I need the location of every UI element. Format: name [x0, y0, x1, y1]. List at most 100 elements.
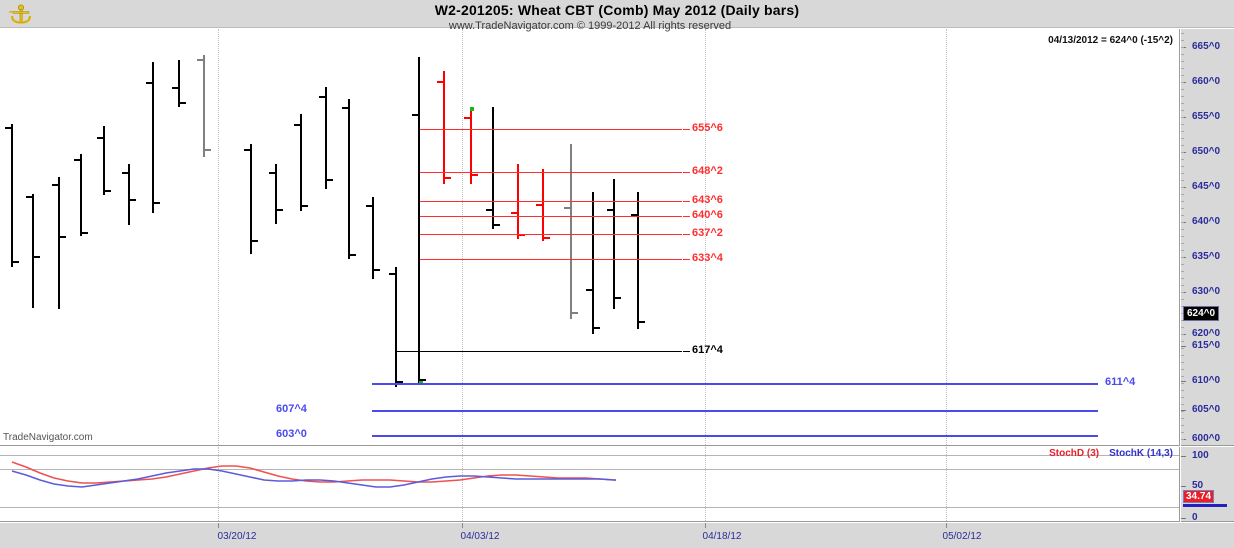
- date-axis-tick: [946, 523, 947, 528]
- price-level-line[interactable]: [420, 172, 682, 173]
- bar-highlight-marker: [470, 107, 474, 111]
- price-level-label: 648^2: [692, 165, 723, 177]
- price-axis-label: 655^0: [1192, 111, 1221, 122]
- price-axis-minor-tick: [1181, 271, 1184, 272]
- price-level-line[interactable]: [395, 351, 682, 352]
- price-axis-label: 665^0: [1192, 41, 1221, 52]
- bar-open-tick: [74, 159, 80, 161]
- bar-stem: [325, 87, 327, 189]
- bar-open-tick: [464, 117, 470, 119]
- price-axis-label: 645^0: [1192, 181, 1221, 192]
- price-axis-minor-tick: [1181, 208, 1184, 209]
- price-level-line[interactable]: [372, 410, 1098, 412]
- price-axis-minor-tick: [1181, 355, 1184, 356]
- price-axis-label: 650^0: [1192, 146, 1221, 157]
- bar-open-tick: [269, 172, 275, 174]
- price-axis-minor-tick: [1181, 334, 1184, 335]
- bar-open-tick: [342, 107, 348, 109]
- price-level-tick: [683, 351, 690, 352]
- price-level-label: 617^4: [692, 344, 723, 356]
- indicator-current-bar: [1183, 504, 1227, 507]
- bar-stem: [275, 164, 277, 224]
- price-axis-minor-tick: [1181, 376, 1184, 377]
- price-axis-minor-tick: [1181, 215, 1184, 216]
- price-level-line[interactable]: [372, 383, 1098, 385]
- bar-close-tick: [519, 234, 525, 236]
- price-chart-pane[interactable]: 04/13/2012 = 624^0 (-15^2) 655^6 648^2 643…: [0, 29, 1180, 446]
- price-axis-minor-tick: [1181, 397, 1184, 398]
- price-axis-minor-tick: [1181, 425, 1184, 426]
- price-axis-minor-tick: [1181, 313, 1184, 314]
- price-axis-minor-tick: [1181, 348, 1184, 349]
- indicator-axis-label: 50: [1192, 480, 1204, 491]
- bar-open-tick: [122, 172, 128, 174]
- bar-open-tick: [486, 209, 492, 211]
- price-level-line[interactable]: [420, 216, 682, 217]
- bar-close-tick: [34, 256, 40, 258]
- bar-open-tick: [412, 114, 418, 116]
- bar-close-tick: [327, 179, 333, 181]
- price-axis-minor-tick: [1181, 222, 1184, 223]
- bar-stem: [443, 71, 445, 184]
- bar-close-tick: [544, 237, 550, 239]
- bar-stem: [570, 144, 572, 319]
- price-level-line[interactable]: [372, 435, 1098, 437]
- bar-stem: [11, 124, 13, 267]
- price-axis-label: 620^0: [1192, 328, 1221, 339]
- indicator-axis-label: 100: [1192, 450, 1209, 461]
- bar-open-tick: [52, 184, 58, 186]
- price-axis-minor-tick: [1181, 54, 1184, 55]
- date-axis-tick: [462, 523, 463, 528]
- bar-stem: [128, 164, 130, 225]
- vertical-gridline: [946, 447, 947, 521]
- indicator-axis[interactable]: 100 50 0 34.74: [1181, 447, 1234, 522]
- price-axis-minor-tick: [1181, 201, 1184, 202]
- vertical-gridline: [705, 29, 706, 445]
- bar-stem: [103, 126, 105, 195]
- price-axis-label: 600^0: [1192, 433, 1221, 444]
- price-axis-minor-tick: [1181, 68, 1184, 69]
- price-axis-minor-tick: [1181, 40, 1184, 41]
- bar-close-tick: [252, 240, 258, 242]
- bar-open-tick: [244, 149, 250, 151]
- stochastic-indicator-pane[interactable]: StochD (3) StochK (14,3): [0, 447, 1180, 522]
- price-level-label: 643^6: [692, 194, 723, 206]
- bar-stem: [372, 197, 374, 279]
- bar-close-tick: [374, 269, 380, 271]
- price-axis-minor-tick: [1181, 299, 1184, 300]
- bar-close-tick: [639, 321, 645, 323]
- indicator-guide-line: [0, 455, 1179, 456]
- price-axis-minor-tick: [1181, 320, 1184, 321]
- price-level-label: 603^0: [276, 428, 307, 440]
- price-axis-minor-tick: [1181, 103, 1184, 104]
- bar-open-tick: [5, 127, 11, 129]
- price-axis-minor-tick: [1181, 89, 1184, 90]
- quote-readout: 04/13/2012 = 624^0 (-15^2): [1048, 35, 1173, 46]
- bar-close-tick: [615, 297, 621, 299]
- price-level-line[interactable]: [420, 201, 682, 202]
- price-axis-minor-tick: [1181, 159, 1184, 160]
- price-axis[interactable]: 665^0 660^0 655^0 650^0 645^0 640^0 635^0 630^0…: [1181, 29, 1234, 446]
- watermark: TradeNavigator.com: [3, 432, 93, 443]
- price-axis-label: 640^0: [1192, 216, 1221, 227]
- price-axis-minor-tick: [1181, 173, 1184, 174]
- price-level-label: 611^4: [1105, 376, 1136, 388]
- bar-stem: [250, 144, 252, 254]
- price-axis-minor-tick: [1181, 166, 1184, 167]
- page-title: W2-201205: Wheat CBT (Comb) May 2012 (Da…: [434, 2, 800, 18]
- price-level-line[interactable]: [420, 259, 682, 260]
- bar-open-tick: [197, 59, 203, 61]
- price-axis-minor-tick: [1181, 432, 1184, 433]
- bar-stem: [395, 267, 397, 387]
- price-level-line[interactable]: [420, 234, 682, 235]
- price-level-label: 640^6: [692, 209, 723, 221]
- price-level-line[interactable]: [420, 129, 682, 130]
- current-price-marker: 624^0: [1183, 306, 1220, 321]
- date-axis[interactable]: 03/20/12 04/03/12 04/18/12 05/02/12: [0, 523, 1234, 548]
- price-axis-minor-tick: [1181, 411, 1184, 412]
- bar-close-tick: [105, 190, 111, 192]
- indicator-axis-tick: [1181, 486, 1186, 487]
- price-axis-minor-tick: [1181, 250, 1184, 251]
- price-axis-minor-tick: [1181, 292, 1184, 293]
- vertical-gridline: [462, 29, 463, 445]
